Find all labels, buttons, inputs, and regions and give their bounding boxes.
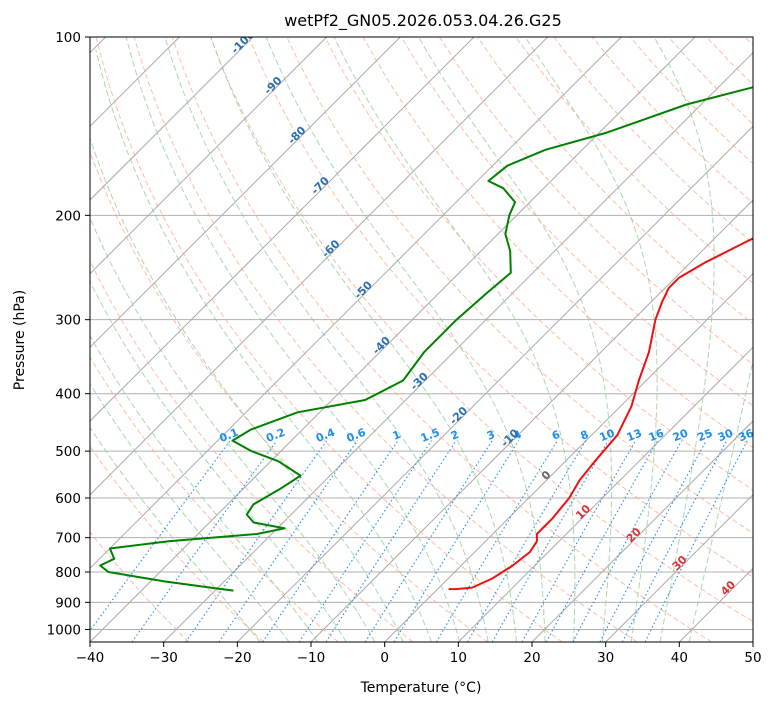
y-tick-label: 700 [55, 531, 81, 547]
moist-adiabat-line [524, 37, 658, 642]
x-tick-label: −40 [76, 650, 105, 666]
moist-adiabat-line [333, 37, 576, 642]
y-tick-label: 100 [55, 30, 81, 46]
y-tick-label: 1000 [47, 622, 81, 638]
plot-background [90, 37, 753, 642]
mixing-ratio-label: 13 [625, 426, 644, 444]
x-tick-label: −30 [149, 650, 178, 666]
x-tick-label: −20 [223, 650, 252, 666]
mixing-ratio-line [435, 440, 558, 642]
mixing-ratio-label: 25 [695, 426, 714, 444]
dry-adiabat-line [248, 37, 753, 578]
chart-title: wetPf2_GN05.2026.053.04.26.G25 [284, 11, 562, 31]
dry-adiabat-line [171, 37, 712, 642]
mixing-ratio-label: 1 [391, 428, 403, 443]
dry-adiabat-line [438, 37, 753, 366]
dry-adiabat-line [90, 150, 488, 642]
mixing-ratio-line [644, 440, 748, 642]
dewpoint-profile-line [99, 86, 753, 592]
moist-adiabat-line [90, 334, 319, 642]
x-tick-label: 20 [523, 650, 540, 666]
isotherm-line [457, 346, 753, 642]
x-tick-label: 50 [744, 650, 761, 666]
mixing-ratio-line [90, 440, 231, 632]
y-tick-label: 300 [55, 313, 81, 329]
isotherm-line [90, 37, 696, 642]
x-tick-label: 10 [450, 650, 467, 666]
moist-adiabat-line [125, 37, 461, 642]
isotherm-line [384, 272, 753, 642]
isotherm-line [531, 420, 753, 642]
mixing-ratio-line [131, 440, 278, 642]
moist-adiabat-line [265, 37, 546, 642]
moist-adiabat-line [90, 216, 376, 642]
moist-adiabat-line [90, 382, 290, 642]
isotherm-line [752, 641, 753, 642]
y-axis-label: Pressure (hPa) [12, 290, 28, 390]
mixing-ratio-line [545, 440, 659, 642]
x-tick-label: 30 [597, 650, 614, 666]
isotherm-line [90, 37, 475, 422]
moist-adiabat-line [90, 280, 347, 642]
isotherm-line [90, 37, 328, 275]
dry-adiabat-line [210, 37, 753, 623]
mixing-ratio-label: 20 [671, 426, 690, 444]
mixing-ratio-label: 2 [449, 428, 461, 443]
temperature-profile-line [448, 237, 753, 591]
moist-adiabat-line [95, 49, 432, 642]
dry-adiabat-line [90, 259, 414, 642]
mixing-ratio-line [325, 440, 457, 642]
dry-adiabat-line [133, 37, 638, 642]
x-tick-label: 0 [380, 650, 389, 666]
y-tick-label: 600 [55, 491, 81, 507]
moist-adiabat-line [90, 426, 261, 642]
isotherm-line [163, 51, 753, 642]
dry-adiabat-line [90, 445, 264, 642]
mixing-ratio-label: 3 [485, 428, 497, 443]
mixing-ratio-line [467, 440, 587, 642]
moist-adiabat-line [688, 358, 753, 642]
y-tick-label: 500 [55, 444, 81, 460]
plot-frame [89, 36, 754, 643]
axis-ticks: −40 −30 −20 −10 0 10 20 30 40 50 100 200 300 400 500 60… [47, 30, 762, 666]
y-tick-label: 800 [55, 565, 81, 581]
mixing-ratio-label: 36 [737, 426, 756, 444]
y-tick-label: 200 [55, 208, 81, 224]
mixing-ratio-line [491, 440, 609, 642]
mixing-ratio-label: 30 [716, 426, 735, 444]
y-tick-label: 400 [55, 387, 81, 403]
mixing-ratio-line [393, 440, 520, 642]
isotherm-line [90, 37, 622, 570]
dry-adiabat-line [515, 37, 753, 284]
mixing-ratio-label: 8 [578, 428, 590, 443]
mixing-ratio-line [572, 440, 683, 642]
dry-adiabat-line [400, 37, 753, 407]
profiles [99, 86, 753, 592]
isotherm-line [605, 493, 753, 642]
dry-adiabat-line [90, 531, 190, 642]
background-lines [90, 37, 753, 642]
mixing-ratio-line [298, 440, 432, 642]
moist-adiabat-line [164, 37, 489, 642]
x-tick-label: 40 [671, 650, 688, 666]
isotherm-line [90, 37, 549, 496]
moist-adiabat-line [653, 37, 715, 642]
moist-adiabat-line [210, 37, 517, 642]
moist-adiabat-line [418, 37, 613, 642]
isotherm-line [236, 125, 753, 642]
x-axis-label: Temperature (°C) [360, 680, 482, 696]
mixing-ratio-line [262, 440, 399, 642]
dry-adiabat-line [90, 356, 339, 642]
mixing-ratio-line [185, 440, 328, 642]
mixing-ratio-line [364, 440, 493, 642]
isotherm-line [90, 37, 401, 349]
y-tick-label: 900 [55, 595, 81, 611]
isotherm-line [90, 37, 254, 201]
x-tick-label: −10 [297, 650, 326, 666]
moist-adiabat-line [90, 136, 404, 642]
mixing-ratio-label: 16 [647, 426, 666, 444]
dry-adiabat-line [95, 37, 563, 642]
mixing-ratio-line [521, 440, 637, 642]
